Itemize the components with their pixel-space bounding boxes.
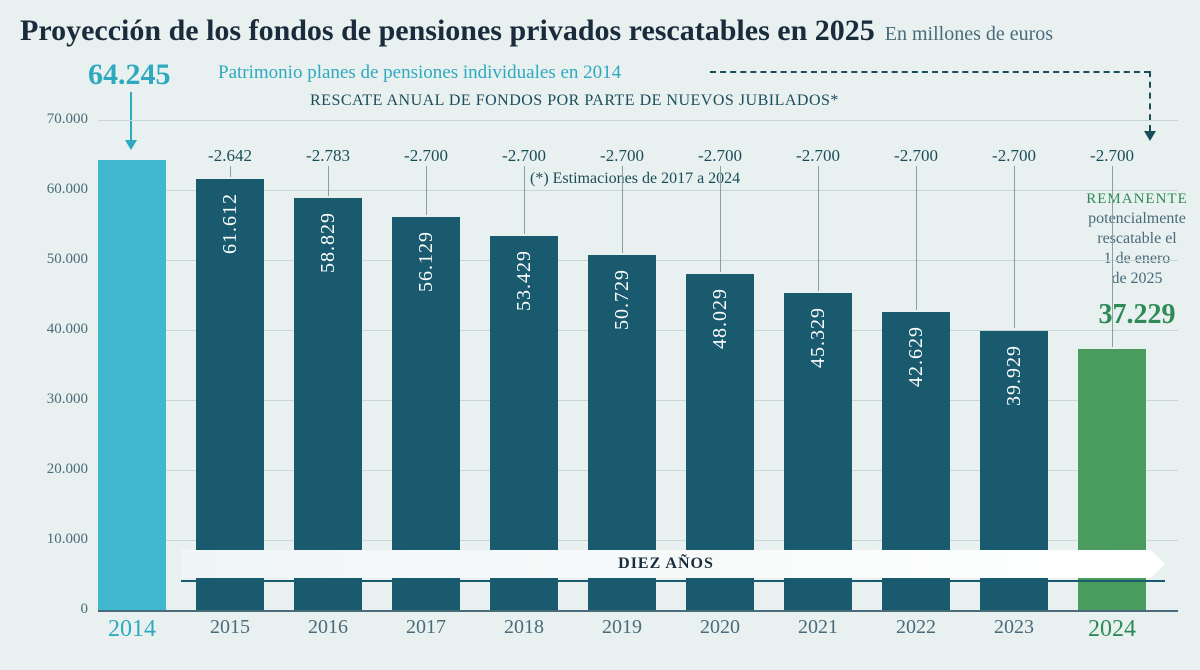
- year-label: 2019: [578, 616, 666, 639]
- rescue-tick: [622, 166, 623, 253]
- chart-area: 010.00020.00030.00040.00050.00060.00070.…: [28, 120, 1178, 640]
- y-axis-label: 50.000: [28, 251, 88, 268]
- year-label: 2016: [284, 616, 372, 639]
- bar-value-label: 39.929: [1003, 345, 1026, 406]
- rescue-label: -2.783: [284, 146, 372, 166]
- patrimonio-label: Patrimonio planes de pensiones individua…: [218, 62, 621, 84]
- rescue-label: -2.700: [970, 146, 1058, 166]
- rescue-label: -2.700: [480, 146, 568, 166]
- rescue-label: -2.700: [774, 146, 862, 166]
- rescue-label: -2.700: [1068, 146, 1156, 166]
- y-axis-label: 70.000: [28, 111, 88, 128]
- y-axis-label: 30.000: [28, 391, 88, 408]
- rescue-label: -2.642: [186, 146, 274, 166]
- rescue-tick: [1014, 166, 1015, 328]
- x-axis-line: [98, 610, 1178, 612]
- year-label: 2022: [872, 616, 960, 639]
- bar-value-label: 48.029: [709, 288, 732, 349]
- y-axis-label: 60.000: [28, 181, 88, 198]
- rescue-tick: [426, 166, 427, 215]
- chart-title: Proyección de los fondos de pensiones pr…: [20, 14, 875, 47]
- year-label: 2021: [774, 616, 862, 639]
- bar: 58.829: [294, 198, 362, 610]
- rescue-tick: [818, 166, 819, 291]
- rescue-tick: [524, 166, 525, 234]
- bar-value-label: 45.329: [807, 307, 830, 368]
- bar-value-label: 61.612: [219, 193, 242, 254]
- diez-anos-label: DIEZ AÑOS: [618, 555, 714, 573]
- dashed-connector-horizontal: [710, 71, 1150, 73]
- bar-value-label: 56.129: [415, 231, 438, 292]
- diez-anos-underline: [181, 580, 1165, 582]
- year-label: 2017: [382, 616, 470, 639]
- rescate-header: RESCATE ANUAL DE FONDOS POR PARTE DE NUE…: [310, 92, 839, 110]
- rescue-tick: [916, 166, 917, 310]
- rescue-tick: [328, 166, 329, 196]
- year-label: 2018: [480, 616, 568, 639]
- rescue-tick: [1112, 166, 1113, 347]
- rescue-label: -2.700: [382, 146, 470, 166]
- callout-2014-value: 64.245: [88, 58, 171, 92]
- year-label: 2024: [1068, 616, 1156, 643]
- diez-anos-strip: DIEZ AÑOS: [181, 550, 1151, 578]
- bar-value-label: 58.829: [317, 212, 340, 273]
- chart-title-row: Proyección de los fondos de pensiones pr…: [20, 14, 1053, 48]
- diez-anos-arrow-icon: [1151, 550, 1165, 578]
- y-axis-label: 40.000: [28, 321, 88, 338]
- bar-value-label: 53.429: [513, 250, 536, 311]
- chart-subtitle: En millones de euros: [885, 23, 1053, 45]
- bar-value-label: 42.629: [905, 326, 928, 387]
- year-label: 2020: [676, 616, 764, 639]
- gridline: [98, 120, 1178, 121]
- bar: 61.612: [196, 179, 264, 610]
- year-label: 2015: [186, 616, 274, 639]
- year-label: 2023: [970, 616, 1058, 639]
- bar-value-label: 50.729: [611, 269, 634, 330]
- rescue-tick: [720, 166, 721, 272]
- y-axis-label: 20.000: [28, 461, 88, 478]
- y-axis-label: 10.000: [28, 531, 88, 548]
- y-axis-label: 0: [28, 601, 88, 618]
- rescue-label: -2.700: [676, 146, 764, 166]
- bar: [98, 160, 166, 610]
- rescue-label: -2.700: [578, 146, 666, 166]
- year-label: 2014: [88, 616, 176, 643]
- rescue-tick: [230, 166, 231, 177]
- rescue-label: -2.700: [872, 146, 960, 166]
